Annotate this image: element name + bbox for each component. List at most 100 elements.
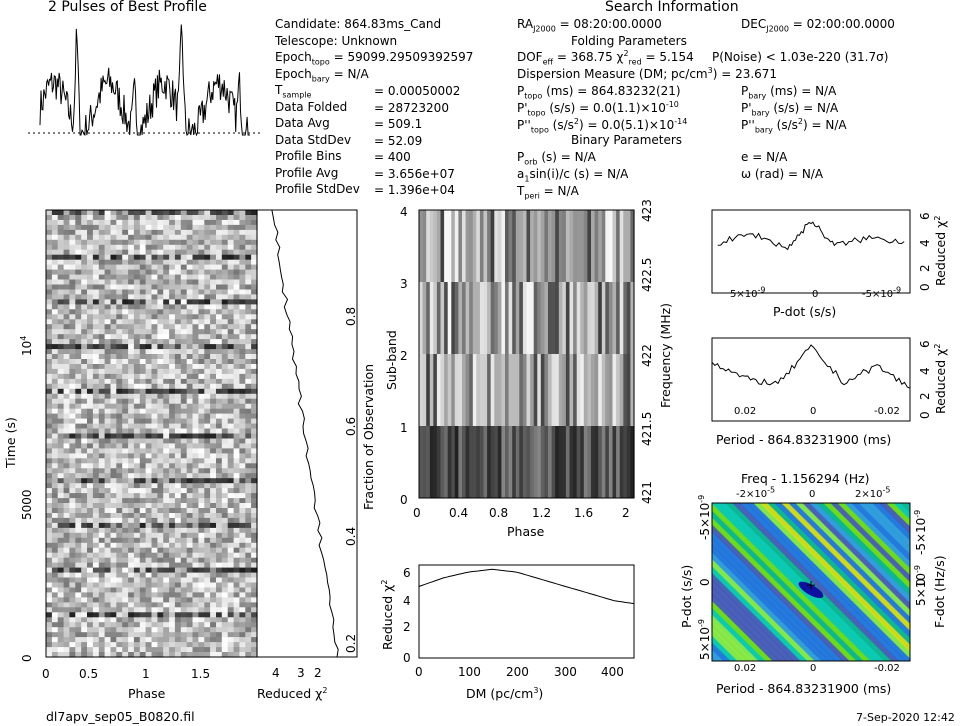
time-phase-cell [75, 513, 82, 519]
time-phase-cell [63, 637, 71, 643]
time-phase-cell [251, 458, 258, 464]
time-phase-cell [63, 393, 71, 400]
time-phase-cell [216, 244, 223, 251]
time-phase-cell [204, 443, 211, 449]
time-phase-cell [251, 289, 258, 296]
time-phase-cell [51, 513, 59, 519]
time-phase-cell [210, 418, 217, 425]
time-phase-cell [92, 224, 100, 231]
time-phase-cell [251, 468, 258, 474]
time-phase-cell [251, 215, 258, 221]
time-phase-cell [69, 344, 76, 350]
time-phase-cell [63, 269, 71, 276]
time-phase-cell [192, 234, 199, 241]
time-phase-cell [239, 244, 246, 251]
time-phase-cell [116, 532, 123, 539]
time-phase-cell [251, 527, 258, 534]
time-phase-cell [128, 522, 135, 529]
time-phase-cell [239, 319, 246, 325]
time-phase-cell [169, 587, 176, 594]
time-phase-cell [63, 483, 71, 489]
time-phase-cell [221, 309, 229, 315]
time-phase-cell [128, 493, 135, 499]
time-phase-cell [81, 532, 88, 539]
time-phase-cell [139, 234, 147, 241]
time-phase-cell [151, 632, 158, 638]
time-phase-cell [128, 244, 135, 251]
time-phase-cell [233, 359, 241, 365]
time-phase-cell [169, 642, 176, 648]
time-phase-cell [63, 513, 71, 519]
time-phase-cell [145, 314, 153, 320]
info-right-line: P'bary (s/s) = N/A [741, 101, 839, 118]
time-phase-cell [46, 488, 53, 494]
time-phase-cell [128, 304, 135, 310]
ppdot-stripe [964, 483, 971, 726]
time-phase-cell [157, 368, 164, 375]
time-phase-cell [116, 418, 123, 425]
time-phase-cell [139, 249, 147, 256]
time-phase-cell [116, 513, 123, 519]
time-phase-cell [192, 453, 199, 459]
time-phase-cell [186, 304, 194, 310]
time-phase-cell [87, 607, 94, 613]
time-phase-cell [63, 448, 71, 454]
time-phase-cell [221, 210, 229, 216]
ppdot-stripe [774, 503, 910, 638]
time-phase-cell [104, 438, 112, 445]
time-phase-cell [63, 567, 71, 574]
time-phase-cell [210, 592, 217, 598]
time-phase-cell [174, 522, 182, 529]
ppdot-stripe [837, 503, 910, 576]
time-phase-cell [151, 453, 158, 459]
subband-cell [465, 210, 470, 282]
time-phase-cell [221, 652, 229, 658]
time-phase-cell [227, 354, 235, 360]
time-phase-cell [46, 592, 53, 598]
time-phase-cell [128, 547, 135, 554]
time-phase-cell [92, 517, 100, 524]
time-phase-cell [216, 517, 223, 524]
time-phase-cell [251, 463, 258, 469]
time-phase-cell [51, 354, 59, 360]
time-phase-cell [133, 433, 141, 440]
time-phase-cell [233, 378, 241, 385]
time-phase-cell [63, 443, 71, 449]
subband-cell [426, 354, 431, 426]
fraction-tick: 0.2 [344, 633, 358, 653]
time-phase-cell [239, 453, 246, 459]
time-phase-cell [87, 647, 94, 653]
time-phase-cell [104, 279, 112, 286]
time-phase-cell [174, 324, 182, 330]
time-phase-cell [198, 577, 205, 584]
time-phase-cell [145, 433, 153, 440]
subband-cell [594, 210, 599, 282]
time-phase-cell [216, 254, 223, 261]
time-phase-cell [63, 508, 71, 514]
time-phase-cell [69, 219, 76, 226]
time-phase-cell [51, 463, 59, 469]
time-phase-cell [180, 383, 188, 390]
time-phase-cell [98, 473, 106, 479]
time-phase-cell [51, 388, 59, 395]
time-phase-cell [239, 215, 246, 221]
time-phase-cell [227, 349, 235, 355]
time-phase-cell [139, 309, 147, 315]
time-phase-cell [139, 215, 147, 221]
time-phase-cell [63, 532, 71, 539]
time-phase-cell [221, 368, 229, 375]
time-phase-cell [169, 418, 176, 425]
time-phase-cell [169, 324, 176, 330]
time-phase-cell [216, 637, 223, 643]
subband-cell [436, 354, 442, 426]
time-phase-cell [63, 254, 71, 261]
time-phase-cell [139, 632, 147, 638]
time-phase-cell [198, 249, 205, 256]
time-phase-cell [51, 617, 59, 623]
time-phase-cell [128, 264, 135, 271]
time-phase-cell [57, 344, 65, 350]
time-phase-cell [116, 259, 123, 266]
time-phase-cell [221, 602, 229, 608]
period-ytick: 0 [918, 411, 932, 419]
subband-cell [436, 282, 442, 354]
